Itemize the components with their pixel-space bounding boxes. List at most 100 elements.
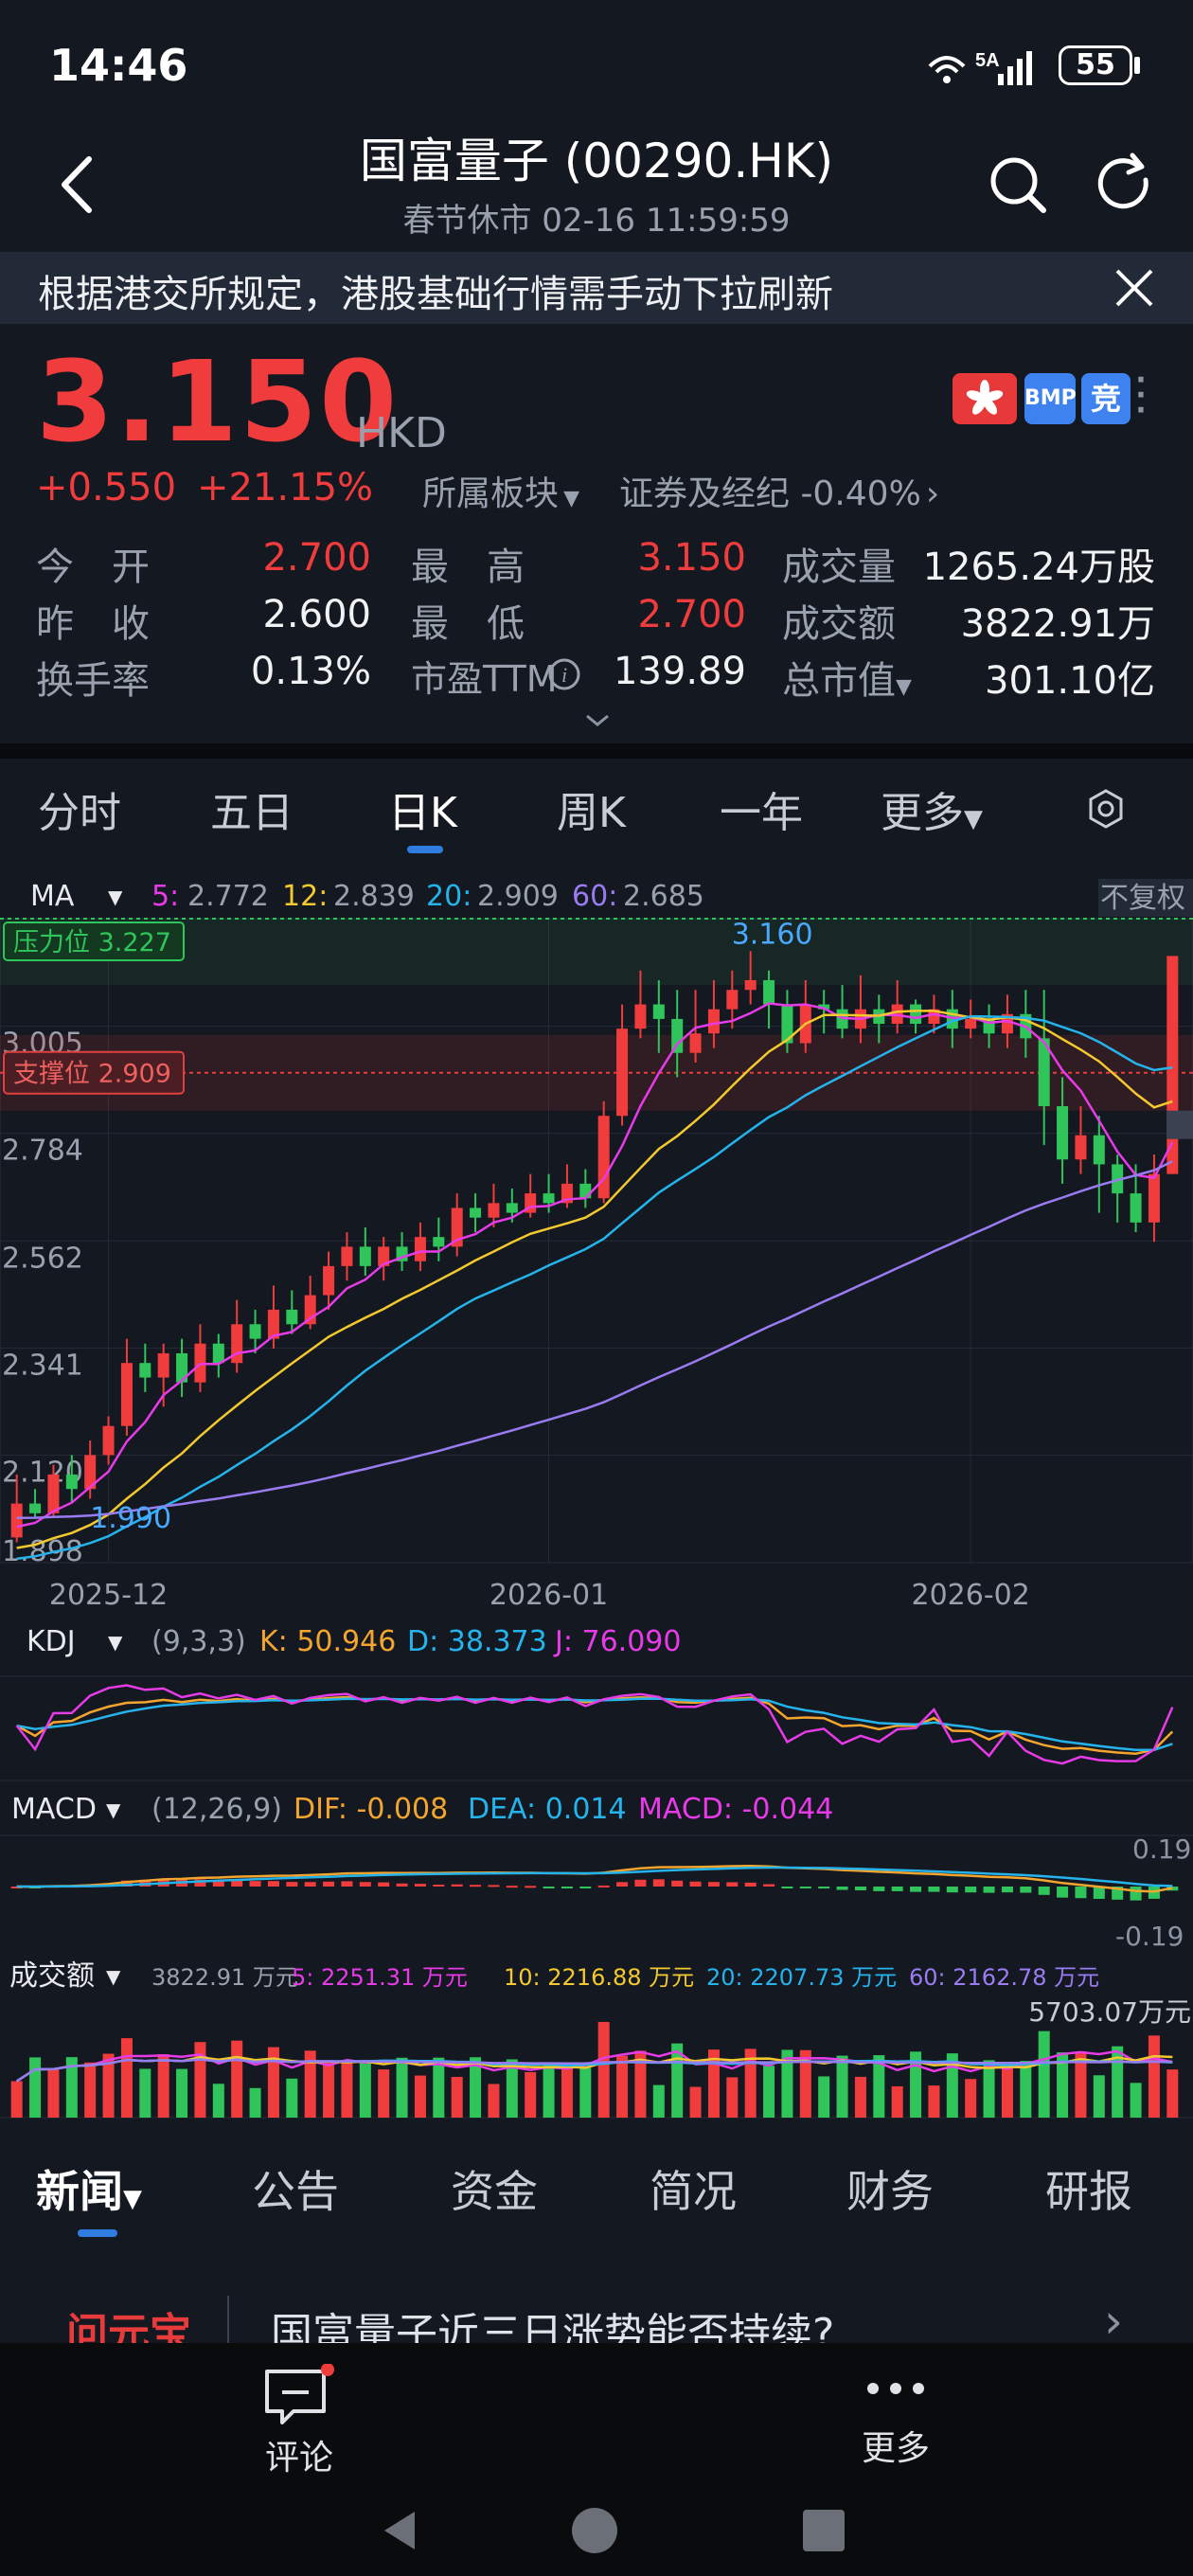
macd-bar <box>928 1887 940 1892</box>
tab-more[interactable]: 更多▼ <box>881 778 983 839</box>
volume-bar <box>470 2057 482 2118</box>
candle-body <box>157 1352 169 1378</box>
expand-chevron-icon[interactable] <box>583 710 612 729</box>
tab-daily-k[interactable]: 日K <box>388 789 457 837</box>
more-button[interactable]: 更多 <box>858 2368 934 2468</box>
candle-body <box>579 1183 592 1199</box>
macd-bar <box>652 1879 665 1887</box>
candle-body <box>781 1004 793 1044</box>
tab-financials[interactable]: 财务 <box>846 2166 934 2217</box>
adjust-label: 不复权 <box>1100 882 1185 915</box>
candle-body <box>29 1503 42 1513</box>
candle-body <box>341 1246 353 1266</box>
pressure-tag-label: 压力位 3.227 <box>13 928 171 957</box>
sector-dropdown[interactable]: 所属板块 ▼ <box>422 466 579 515</box>
market-status: 春节休市 02-16 11:59:59 <box>402 202 791 240</box>
candle-body <box>652 1004 665 1019</box>
caret-down-icon: ▼ <box>896 675 912 699</box>
ma-legend: MA ▼ 5: 2.772 12: 2.839 20: 2.909 60: 2.… <box>30 880 704 913</box>
macd-top-scale: 0.19 <box>1132 1834 1191 1865</box>
search-icon[interactable] <box>985 152 1051 218</box>
volume-bar <box>543 2064 555 2118</box>
nav-back-icon[interactable] <box>384 2512 415 2549</box>
tab-weekly-k[interactable]: 周K <box>557 789 626 837</box>
volume-bar <box>102 2053 115 2118</box>
tab-five-day[interactable]: 五日 <box>210 789 294 837</box>
nav-home-icon[interactable] <box>572 2508 617 2553</box>
adjust-toggle[interactable] <box>1098 879 1193 917</box>
macd-value: MACD: -0.044 <box>638 1793 833 1826</box>
news-item[interactable]: 问元宝 国富量子近三日涨势能否持续? › <box>38 2290 1165 2343</box>
volume-bar <box>652 2084 665 2118</box>
price-change: +0.550 <box>36 466 177 510</box>
volume-bar <box>597 2022 610 2118</box>
candle-body <box>1166 956 1179 1174</box>
kdj-label[interactable]: KDJ <box>27 1625 76 1658</box>
volume-bar <box>965 2079 977 2118</box>
volume-bar <box>781 2049 793 2118</box>
candle-body <box>910 1004 922 1025</box>
candle-body <box>1075 1135 1087 1160</box>
volume-bar <box>341 2062 353 2118</box>
candle-body <box>1038 1038 1050 1107</box>
volume-bar <box>891 2085 903 2118</box>
macd-bar <box>414 1884 426 1887</box>
tab-funds[interactable]: 资金 <box>451 2166 538 2217</box>
info-icon[interactable]: i <box>547 657 581 691</box>
kdj-legend: KDJ ▼ (9,3,3) K: 50.946 D: 38.373 J: 76.… <box>27 1625 681 1658</box>
macd-bar <box>194 1879 206 1887</box>
volume-label[interactable]: 成交额 <box>9 1959 95 1993</box>
volume-ma20: 20: 2207.73 万元 <box>706 1964 897 1991</box>
volume-bar <box>744 2048 757 2118</box>
kdj-lines <box>0 1675 1193 1781</box>
kline-chart[interactable]: MA ▼ 5: 2.772 12: 2.839 20: 2.909 60: 2.… <box>0 871 1193 2138</box>
candle-body <box>176 1352 188 1383</box>
active-tab-indicator <box>407 846 443 853</box>
volume-bar <box>726 2077 739 2118</box>
tab-research[interactable]: 研报 <box>1045 2166 1132 2217</box>
macd-label[interactable]: MACD <box>11 1793 97 1826</box>
ma-label[interactable]: MA <box>30 880 75 913</box>
stat-value: 1265.24万股 <box>922 546 1155 589</box>
tab-news[interactable]: 新闻▼ <box>36 2157 142 2220</box>
chevron-right-icon: › <box>1104 2294 1123 2343</box>
volume-bars <box>0 2022 1193 2119</box>
macd-bar <box>1075 1887 1087 1899</box>
stat-label: 成交额 <box>782 602 896 646</box>
x-tick-label: 2026-01 <box>490 1579 608 1612</box>
chart-settings-icon[interactable] <box>1085 788 1127 830</box>
candle-body <box>1148 1173 1160 1223</box>
macd-bar <box>10 1887 23 1888</box>
volume-value: 3822.91 万元 <box>151 1964 298 1991</box>
back-arrow-icon[interactable] <box>51 152 108 218</box>
stat-value: 0.13% <box>250 650 371 693</box>
candle-body <box>323 1265 335 1296</box>
candle-body <box>286 1309 298 1325</box>
tab-intraday[interactable]: 分时 <box>38 789 121 837</box>
candle-body <box>212 1343 224 1364</box>
more-dots-icon[interactable]: · · · <box>1135 364 1147 427</box>
tab-announcements[interactable]: 公告 <box>252 2166 339 2217</box>
refresh-icon[interactable] <box>1091 152 1157 218</box>
sector-link[interactable]: 证券及经纪 -0.40% › <box>619 466 939 515</box>
candle-body <box>597 1116 610 1199</box>
tab-one-year[interactable]: 一年 <box>720 789 803 837</box>
candle-body <box>1093 1135 1105 1165</box>
support-tag-label: 支撑位 2.909 <box>13 1060 171 1089</box>
volume-bar <box>1038 2030 1050 2118</box>
candle-body <box>488 1203 500 1218</box>
market-cap-dropdown[interactable]: 总市值▼ <box>782 650 912 705</box>
macd-bar <box>506 1886 518 1888</box>
volume-bar <box>854 2076 866 2118</box>
candle-body <box>965 1018 977 1029</box>
caret-down-icon: ▼ <box>123 2185 142 2213</box>
comment-button[interactable]: 评论 <box>261 2363 337 2478</box>
tab-profile[interactable]: 简况 <box>650 2166 737 2217</box>
candle-body <box>689 1033 702 1053</box>
macd-bar <box>781 1887 793 1888</box>
close-icon[interactable] <box>1110 263 1159 313</box>
stat-value: 3.150 <box>637 536 746 580</box>
candle-body <box>84 1455 97 1490</box>
nav-recents-icon[interactable] <box>803 2510 845 2551</box>
chart-overlay: 压力位 3.227 支撑位 2.909 3.160 1.990 <box>3 918 1193 1535</box>
